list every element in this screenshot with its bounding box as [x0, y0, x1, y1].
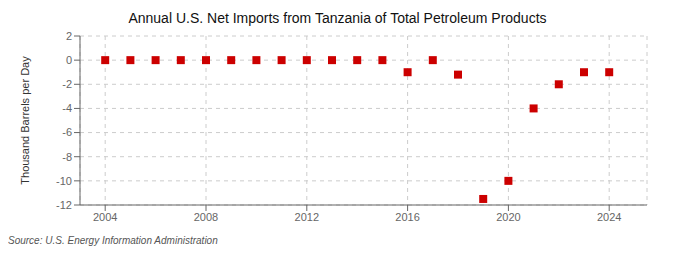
svg-text:2016: 2016 [395, 211, 419, 223]
svg-text:-10: -10 [56, 175, 72, 187]
svg-text:-2: -2 [62, 78, 72, 90]
svg-text:2012: 2012 [295, 211, 319, 223]
svg-text:-8: -8 [62, 151, 72, 163]
svg-text:2004: 2004 [93, 211, 117, 223]
svg-text:2024: 2024 [597, 211, 621, 223]
svg-text:2020: 2020 [496, 211, 520, 223]
svg-text:-6: -6 [62, 126, 72, 138]
svg-text:-4: -4 [62, 102, 72, 114]
svg-text:2: 2 [66, 30, 72, 42]
svg-text:2008: 2008 [194, 211, 218, 223]
svg-text:0: 0 [66, 54, 72, 66]
svg-text:-12: -12 [56, 199, 72, 211]
svg-text:Thousand Barrels per Day: Thousand Barrels per Day [19, 56, 31, 185]
html-text:Source: U.S. Energy Informatio: Source: U.S. Energy Information Administ… [8, 235, 218, 246]
html-text:Annual U.S. Net Imports from T: Annual U.S. Net Imports from Tanzania of… [128, 10, 547, 26]
